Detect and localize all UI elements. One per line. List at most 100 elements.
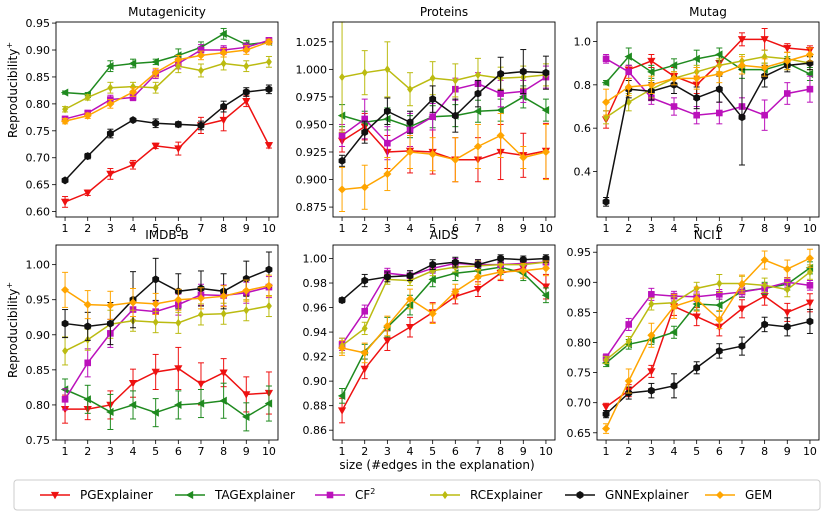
x-tick-label: 8 [761,445,768,458]
data-point-rcexplainer [806,267,813,277]
data-point-gem [264,37,273,46]
data-point-tagexplainer [715,301,723,310]
data-point-gnnexplainer [602,410,610,419]
data-point-tagexplainer [692,54,700,63]
series-line-pgexplainer [605,38,811,120]
data-point-cf [625,68,633,76]
axes-frame [55,244,279,441]
x-tick-label: 9 [243,222,250,235]
data-point-gnnexplainer [242,88,250,96]
data-point-gnnexplainer [197,121,205,130]
data-point-gem [383,170,392,179]
data-point-gnnexplainer [715,346,723,355]
y-tick-label: 0.6 [574,122,592,135]
data-point-tagexplainer [106,62,114,71]
data-point-cf [84,359,92,367]
data-point-cf [61,396,69,403]
data-point-cf [806,85,814,93]
data-point-gnnexplainer [602,197,610,206]
data-point-gnnexplainer [383,107,391,116]
data-point-rcexplainer [361,68,368,77]
y-tick-label: 0.96 [303,302,328,315]
x-tick-label: 7 [197,445,204,458]
data-point-gem [106,99,115,108]
data-point-tagexplainer [337,391,346,400]
data-point-gnnexplainer [542,68,550,77]
legend-marker-pgexplainer [50,491,60,500]
series-line-gnnexplainer [341,70,546,162]
x-tick-label: 7 [738,222,745,235]
data-point-gnnexplainer [152,119,160,128]
data-point-rcexplainer [407,85,413,94]
data-point-tagexplainer [428,275,436,284]
data-point-cf [602,55,610,63]
series-gem [338,260,550,364]
data-point-gnnexplainer [61,176,69,185]
data-point-gem [541,147,550,157]
data-point-gem [715,69,724,79]
y-tick-label: 0.90 [567,276,592,289]
data-point-pgexplainer [805,299,815,307]
x-tick-label: 10 [803,222,817,235]
data-point-rcexplainer [62,105,69,114]
data-point-gnnexplainer [106,129,114,138]
y-tick-label: 0.75 [567,367,592,380]
axes-frame [596,244,820,441]
x-tick-label: 3 [648,222,655,235]
data-point-gem [428,309,437,318]
data-point-gem [196,51,206,60]
series-line-gem [64,41,270,122]
data-point-pgexplainer [174,145,183,153]
data-point-pgexplainer [601,403,611,412]
data-point-gem [692,74,701,83]
data-point-gem [151,299,160,308]
data-point-gem [174,295,183,304]
data-point-tagexplainer [83,395,91,404]
data-point-gem [128,298,138,307]
subplot-title: Proteins [420,5,468,19]
data-point-cf [693,111,700,119]
series-gnnexplainer [602,56,814,207]
y-tick-label: 0.75 [26,125,51,138]
data-point-pgexplainer [360,365,369,374]
data-point-pgexplainer [128,161,138,169]
x-tick-label: 8 [497,445,504,458]
data-point-gem [602,424,611,433]
y-tick-label: 1.00 [303,252,328,265]
x-tick-label: 6 [452,445,459,458]
data-point-gnnexplainer [265,85,273,94]
data-point-gnnexplainer [84,152,92,161]
data-point-rcexplainer [625,337,632,346]
x-tick-label: 1 [603,445,610,458]
subplot-title: NCI1 [694,228,723,242]
data-point-gem [360,348,369,357]
data-point-gem [83,111,92,120]
subplot-mutag: Mutag 0.4 0.6 0.8 1.0 1 2 3 4 5 6 7 8 9 10 [574,5,820,235]
data-point-rcexplainer [62,346,69,356]
subplot-grid: Mutagenicity0.600.650.700.750.800.850.90… [26,5,820,458]
series-rcexplainer [603,264,813,365]
series-tagexplainer [60,378,273,432]
data-point-gnnexplainer [715,85,723,94]
data-point-pgexplainer [647,57,656,66]
data-point-rcexplainer [761,281,768,290]
data-point-tagexplainer [669,328,678,337]
y-tick-label: 0.75 [26,434,51,447]
data-point-tagexplainer [151,408,159,417]
x-tick-label: 10 [539,445,553,458]
y-tick-label: 0.88 [303,400,328,413]
series-line-tagexplainer [64,388,270,418]
x-tick-label: 2 [84,445,91,458]
x-tick-label: 2 [361,445,368,458]
series-line-gem [341,267,547,354]
data-point-rcexplainer [243,62,250,71]
data-point-cf [806,282,814,289]
axes-frame [596,21,820,218]
data-point-gem [242,45,251,55]
data-point-gem [83,300,92,309]
data-point-gem [405,147,415,157]
data-point-pgexplainer [83,189,92,197]
data-point-gnnexplainer [519,67,527,76]
data-point-gnnexplainer [429,95,437,104]
data-point-gnnexplainer [451,111,459,120]
